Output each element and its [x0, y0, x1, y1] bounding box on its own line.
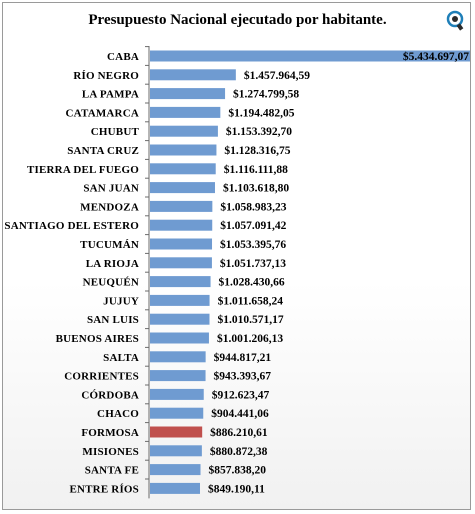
category-label: NEUQUÉN — [83, 277, 139, 289]
category-label: CATAMARCA — [66, 107, 140, 119]
category-label: SAN LUIS — [87, 314, 139, 326]
value-label: $1.010.571,17 — [218, 313, 284, 326]
bar — [150, 238, 213, 250]
value-label: $1.028.430,66 — [219, 276, 285, 289]
category-label: FORMOSA — [81, 427, 139, 439]
category-label: SALTA — [103, 352, 139, 364]
value-label: $1.274.799,58 — [233, 88, 299, 101]
bar — [150, 332, 209, 344]
bar — [150, 294, 210, 306]
value-label: $849.190,11 — [208, 482, 265, 495]
category-label: MENDOZA — [80, 201, 139, 213]
bar — [150, 182, 215, 194]
category-label: RÍO NEGRO — [73, 70, 139, 82]
value-label: $904.441,06 — [211, 407, 269, 420]
chart-title: Presupuesto Nacional ejecutado por habit… — [88, 12, 387, 28]
value-label: $1.058.983,23 — [220, 200, 286, 213]
bar — [150, 426, 203, 438]
category-label: LA PAMPA — [82, 89, 139, 101]
bar — [150, 163, 216, 175]
bar — [150, 445, 202, 457]
bar — [150, 276, 211, 288]
value-label: $1.053.395,76 — [220, 238, 286, 251]
bar — [150, 125, 218, 137]
bar — [150, 200, 213, 212]
category-label: CHUBUT — [91, 126, 140, 138]
bar — [150, 88, 226, 100]
category-label: CÓRDOBA — [81, 389, 139, 401]
value-label: $1.153.392,70 — [226, 125, 292, 138]
bar — [150, 144, 217, 156]
category-label: CHACO — [97, 408, 139, 420]
bar — [150, 464, 201, 476]
value-label: $1.051.737,13 — [220, 257, 286, 270]
category-label: JUJUY — [103, 295, 139, 307]
bar — [150, 407, 204, 419]
bar — [150, 351, 206, 363]
bar — [150, 257, 212, 269]
value-label: $886.210,61 — [210, 426, 268, 439]
category-label: CABA — [107, 51, 139, 63]
bar — [150, 106, 221, 118]
category-label: SANTA FE — [85, 465, 139, 477]
bar — [150, 388, 204, 400]
category-label: BUENOS AIRES — [56, 333, 139, 345]
category-label: TIERRA DEL FUEGO — [27, 164, 139, 176]
bar — [150, 313, 210, 325]
value-label: $1.001.206,13 — [217, 332, 283, 345]
category-label: LA RIOJA — [86, 258, 139, 270]
bar — [150, 370, 206, 382]
bar — [150, 69, 236, 81]
bar — [150, 50, 470, 62]
chart-frame — [2, 2, 471, 510]
value-label: $1.194.482,05 — [228, 106, 294, 119]
category-label: TUCUMÁN — [80, 239, 139, 251]
value-label: $5.434.697,07 — [403, 50, 469, 63]
value-label: $1.116.111,88 — [224, 163, 288, 176]
value-label: $1.457.964,59 — [244, 69, 310, 82]
value-label: $944.817,21 — [214, 351, 272, 364]
value-label: $1.057.091,42 — [220, 219, 286, 232]
category-label: ENTRE RÍOS — [69, 483, 139, 495]
category-label: SANTA CRUZ — [67, 145, 139, 157]
value-label: $1.011.658,24 — [218, 294, 284, 307]
value-label: $1.128.316,75 — [224, 144, 290, 157]
value-label: $943.393,67 — [214, 370, 272, 383]
category-label: SANTIAGO DEL ESTERO — [4, 220, 139, 232]
value-label: $1.103.618,80 — [223, 182, 289, 195]
category-label: CORRIENTES — [64, 371, 139, 383]
value-label: $857.838,20 — [209, 464, 267, 477]
value-label: $880.872,38 — [210, 445, 268, 458]
value-label: $912.623,47 — [212, 388, 270, 401]
bar — [150, 219, 213, 231]
category-label: SAN JUAN — [83, 183, 139, 195]
circular-logo-icon — [446, 10, 464, 31]
category-label: MISIONES — [82, 446, 139, 458]
bar — [150, 482, 201, 494]
